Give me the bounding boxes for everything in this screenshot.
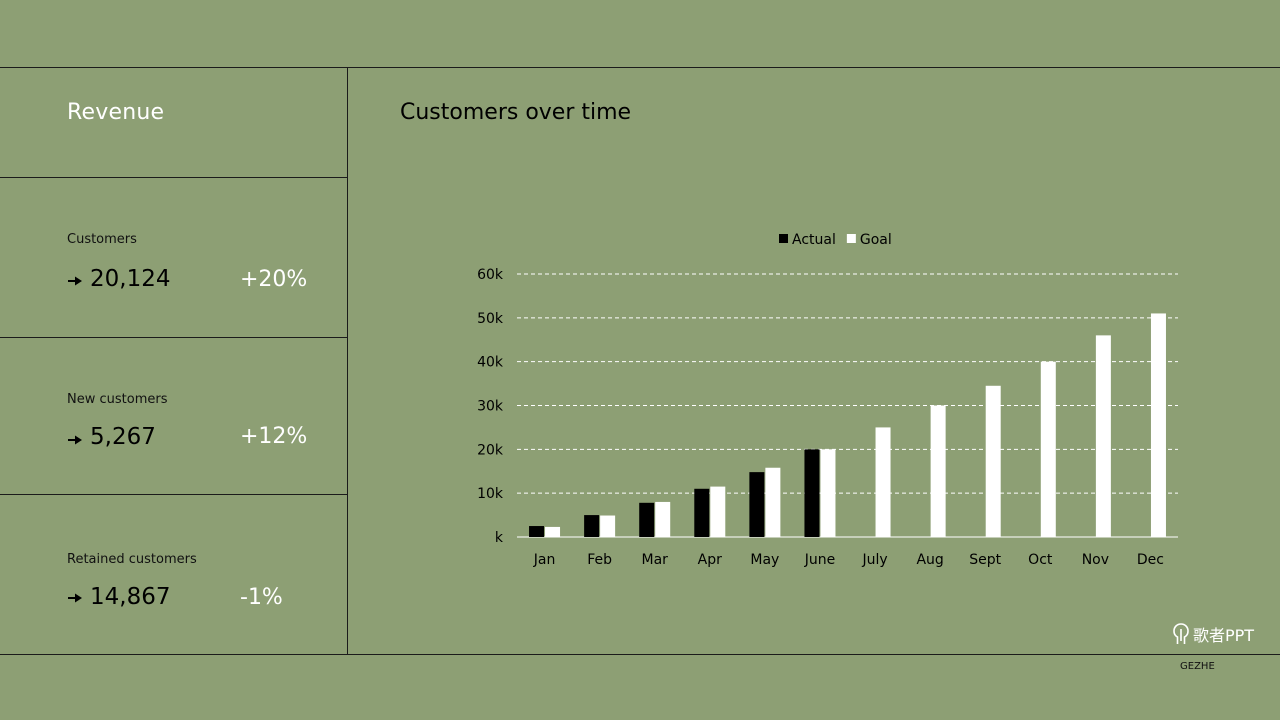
bar-actual [804,449,820,537]
x-tick-label: Jan [533,552,556,568]
brand-logo-text: 歌者PPT [1193,626,1255,645]
x-tick-label: Sept [969,552,1001,568]
kpi-divider-3 [0,494,347,495]
legend-label-goal: Goal [860,232,892,248]
brand-logo: 歌者PPT [1172,622,1254,646]
bar-goal [930,405,946,537]
bar-goal [655,501,671,537]
bar-goal [600,515,616,537]
legend-swatch-goal [846,234,856,243]
kpi-divider-2 [0,337,347,338]
y-tick-label: k [495,530,504,546]
y-tick-label: 30k [477,399,504,415]
bar-goal [1095,335,1111,537]
revenue-title: Revenue [67,100,165,125]
legend-swatch-actual [779,234,788,243]
bar-goal [1040,361,1056,537]
bottom-divider [0,654,1280,655]
bar-goal [1150,313,1166,537]
top-divider [0,67,1280,68]
x-tick-label: Aug [916,552,943,568]
bar-goal [985,385,1001,537]
x-tick-label: Apr [698,552,722,568]
arrow-right-icon [68,435,82,445]
kpi-divider-1 [0,177,347,178]
panel-divider [347,67,348,655]
bar-goal [875,427,891,537]
x-tick-label: Mar [641,552,668,568]
x-tick-label: Oct [1028,552,1053,568]
kpi-new-customers-change: +12% [240,424,308,449]
bar-goal [765,467,781,537]
x-tick-label: May [750,552,779,568]
x-tick-label: July [861,552,887,568]
bar-goal [820,449,836,537]
arrow-right-icon [68,276,82,286]
y-tick-label: 40k [477,355,504,371]
legend-label-actual: Actual [792,232,836,248]
x-tick-label: June [804,552,836,568]
y-tick-label: 10k [477,486,504,502]
kpi-new-customers-value: 5,267 [90,424,156,450]
x-tick-label: Feb [587,552,612,568]
x-tick-label: Nov [1082,552,1109,568]
kpi-customers-change: +20% [240,267,308,292]
bar-actual [584,515,600,537]
bar-actual [749,472,765,537]
microphone-icon [1173,623,1189,644]
kpi-retained-label: Retained customers [67,552,197,567]
bar-actual [529,526,545,537]
bar-actual [694,488,710,537]
bar-actual [639,502,655,537]
kpi-new-customers-label: New customers [67,392,168,407]
kpi-retained-value: 14,867 [90,584,171,610]
kpi-customers-value: 20,124 [90,266,171,292]
chart-title: Customers over time [400,100,632,125]
bar-goal [710,486,726,537]
arrow-right-icon [68,593,82,603]
kpi-retained-change: -1% [240,585,283,610]
kpi-customers-label: Customers [67,232,137,247]
bar-goal [545,526,561,537]
footer-code: GEZHE [1180,661,1215,672]
y-tick-label: 20k [477,442,504,458]
y-tick-label: 50k [477,311,504,327]
x-tick-label: Dec [1137,552,1164,568]
y-tick-label: 60k [477,267,504,283]
